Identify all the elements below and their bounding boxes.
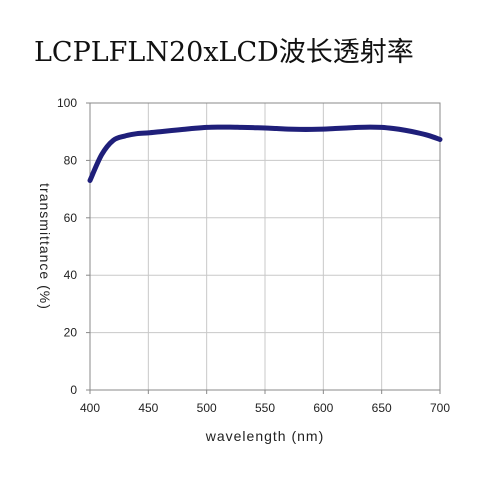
tick-labels: 400 450 500 550 600 650 700 0 20 40 60 80 100 <box>57 96 450 415</box>
chart-title: LCPLFLN20xLCD波长透射率 <box>34 37 414 68</box>
y-tick-label: 100 <box>57 96 77 110</box>
y-tick-label: 40 <box>64 268 78 282</box>
y-tick-label: 0 <box>70 383 77 397</box>
x-tick-label: 400 <box>80 401 100 415</box>
y-tick-label: 20 <box>64 326 78 340</box>
x-tick-label: 700 <box>430 401 450 415</box>
grid-lines <box>89 102 441 391</box>
y-tick-label: 60 <box>64 211 78 225</box>
x-tick-label: 450 <box>138 401 158 415</box>
transmittance-line <box>87 124 443 183</box>
y-axis-label: transmittance (%) <box>37 183 53 310</box>
x-tick-label: 550 <box>255 401 275 415</box>
x-axis-label: wavelength (nm) <box>205 428 325 444</box>
x-tick-label: 600 <box>313 401 333 415</box>
y-tick-label: 80 <box>64 153 78 167</box>
x-tick-label: 650 <box>372 401 392 415</box>
x-tick-label: 500 <box>197 401 217 415</box>
